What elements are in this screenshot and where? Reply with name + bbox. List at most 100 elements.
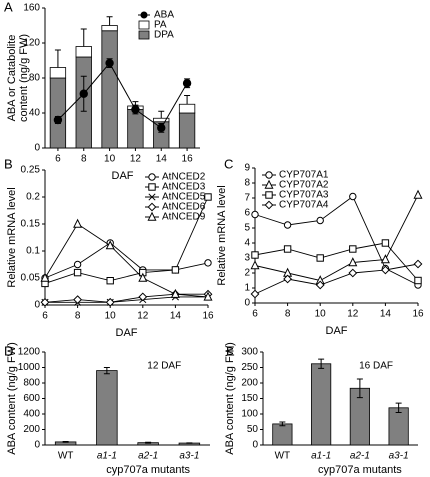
y-tick-label: 300	[241, 347, 258, 358]
x-tick-label: 6	[55, 154, 61, 165]
x-tick-label: 14	[170, 311, 182, 322]
x-tick-label: 16	[182, 154, 194, 165]
x-tick-label: 12	[137, 311, 149, 322]
y-tick-label: 4	[244, 238, 250, 249]
y-tick-label: 9	[244, 163, 250, 174]
y-tick-label: 600	[23, 393, 40, 404]
panel-letter: E	[226, 343, 235, 358]
legend-swatch	[148, 173, 156, 181]
y-tick-label: 7	[244, 193, 250, 204]
line	[57, 62, 188, 129]
point	[316, 254, 324, 262]
line	[44, 242, 209, 279]
point	[138, 272, 148, 282]
y-tick-label: 50	[247, 424, 259, 435]
y-tick-label: 0.15	[21, 219, 41, 230]
x-tick-label: 14	[380, 309, 392, 320]
legend-label: ABA	[154, 10, 174, 21]
bar	[96, 370, 118, 446]
bar	[101, 30, 118, 149]
point	[40, 297, 50, 307]
group-label: cyp707a mutants	[318, 464, 402, 476]
point	[53, 115, 63, 125]
error-bar	[80, 28, 87, 47]
point	[348, 257, 358, 267]
x-tick-label: 6	[42, 311, 48, 322]
point	[171, 266, 180, 274]
y-tick-label: 100	[241, 409, 258, 420]
y-tick-label: 80	[29, 73, 41, 84]
y-tick-label: 0.1	[26, 246, 40, 257]
legend-label: CYP707A3	[279, 190, 329, 201]
error-bar	[62, 441, 69, 443]
y-tick-label: 5	[244, 223, 250, 234]
y-tick-label: 1200	[18, 347, 41, 358]
x-tick-label: 8	[285, 309, 291, 320]
panel-letter: C	[224, 156, 233, 171]
legend-swatch	[264, 179, 274, 189]
y-tick-label: 3	[244, 253, 250, 264]
legend-label: AtNCED2	[162, 172, 206, 183]
point	[105, 58, 114, 68]
bar	[272, 423, 293, 446]
x-tick-label: a1-1	[97, 451, 117, 462]
legend-swatch	[147, 202, 157, 212]
point	[73, 268, 82, 277]
point	[381, 239, 390, 247]
panel-letter: A	[4, 0, 13, 14]
legend-swatch	[265, 171, 273, 179]
y-tick-label: 800	[23, 378, 40, 389]
y-tick-label: 0	[34, 300, 40, 311]
line	[254, 263, 419, 295]
error-bar	[279, 421, 286, 427]
point	[131, 105, 140, 114]
panel-letter: D	[4, 343, 13, 358]
x-tick-label: a2-1	[138, 451, 158, 462]
y-tick-label: 0	[34, 440, 40, 451]
bar	[311, 363, 332, 446]
point	[348, 268, 358, 278]
point	[250, 289, 260, 299]
x-tick-label: 8	[81, 154, 87, 165]
legend-swatch	[138, 20, 150, 30]
bar	[388, 407, 409, 446]
legend-label: PA	[154, 20, 167, 31]
error-bar	[395, 402, 402, 413]
point	[182, 79, 192, 88]
point	[170, 288, 180, 298]
x-tick-label: WT	[275, 451, 291, 462]
legend-label: CYP707A2	[279, 180, 329, 191]
point	[204, 259, 212, 267]
point	[380, 254, 390, 264]
legend-swatch	[264, 200, 274, 210]
legend-label: AtNCED9	[162, 212, 206, 223]
x-tick-label: 12	[347, 309, 359, 320]
x-tick-label: WT	[58, 451, 74, 462]
y-tick-label: 1	[244, 283, 250, 294]
point	[40, 272, 50, 282]
point	[79, 89, 88, 98]
line	[254, 242, 419, 281]
x-tick-label: 10	[105, 311, 117, 322]
point	[73, 295, 83, 305]
y-tick-label: 8	[244, 178, 250, 189]
y-tick-label: 2	[244, 268, 250, 279]
y-tick-label: 0	[252, 440, 258, 451]
legend-swatch	[148, 193, 156, 201]
error-bar	[184, 95, 191, 105]
bar	[178, 103, 196, 114]
y-tick-label: 150	[241, 393, 258, 404]
y-tick-label: 160	[23, 3, 40, 14]
point	[413, 259, 423, 269]
point	[105, 240, 115, 250]
bar	[75, 46, 92, 58]
legend-label: CYP707A4	[279, 200, 329, 211]
error-bar	[356, 378, 363, 399]
error-bar	[106, 16, 113, 26]
point	[204, 193, 212, 201]
bar	[178, 112, 196, 149]
panel-letter: B	[4, 156, 13, 171]
x-tick-label: a3-1	[179, 451, 199, 462]
bar	[49, 67, 67, 79]
error-bar	[103, 367, 110, 375]
